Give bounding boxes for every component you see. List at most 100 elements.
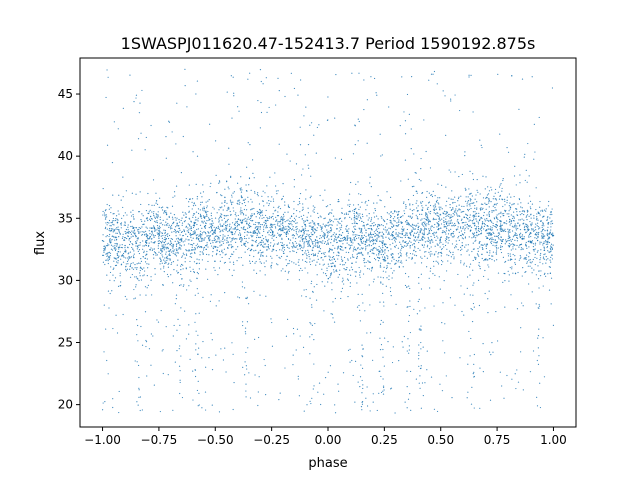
data-point — [511, 238, 514, 240]
data-point — [133, 288, 135, 291]
data-point — [115, 232, 117, 234]
data-point — [386, 265, 388, 267]
data-point — [256, 193, 258, 196]
data-point — [151, 204, 153, 206]
data-point — [281, 229, 283, 231]
data-point — [197, 228, 199, 230]
data-point — [287, 233, 289, 235]
data-point — [352, 153, 355, 155]
data-point — [279, 229, 282, 231]
data-point — [446, 200, 448, 202]
data-point — [428, 192, 430, 194]
data-point — [201, 196, 203, 198]
data-point — [209, 185, 211, 188]
data-point — [337, 221, 339, 223]
data-point — [414, 240, 417, 242]
data-point — [193, 271, 196, 274]
data-point — [194, 233, 196, 235]
data-point — [323, 263, 325, 265]
data-point — [132, 235, 134, 237]
data-point — [107, 243, 109, 245]
data-point — [170, 224, 173, 226]
data-point — [292, 327, 295, 330]
data-point — [462, 234, 464, 236]
data-point — [491, 211, 493, 213]
data-point — [352, 250, 354, 252]
data-point — [423, 217, 425, 220]
data-point — [213, 208, 215, 210]
data-point — [279, 228, 281, 230]
data-point — [297, 261, 299, 263]
data-point — [516, 240, 518, 242]
data-point — [340, 224, 343, 226]
data-point — [132, 262, 134, 264]
data-point — [410, 409, 412, 411]
data-point — [455, 208, 457, 210]
data-point — [200, 217, 203, 219]
data-point — [207, 217, 210, 219]
data-point — [136, 263, 138, 265]
data-point — [488, 197, 490, 200]
data-point — [253, 213, 255, 215]
data-point — [178, 284, 181, 287]
data-point — [524, 153, 526, 155]
data-point — [168, 253, 171, 255]
data-point — [193, 271, 195, 273]
data-point — [317, 246, 319, 248]
data-point — [193, 202, 195, 204]
data-point — [196, 247, 199, 249]
data-point — [537, 337, 539, 339]
data-point — [202, 222, 204, 224]
data-point — [319, 194, 321, 197]
data-point — [244, 374, 246, 376]
data-point — [124, 224, 126, 226]
data-point — [179, 241, 181, 244]
data-point — [116, 254, 118, 256]
data-point — [245, 245, 247, 247]
data-point — [394, 263, 396, 265]
data-point — [183, 244, 185, 246]
data-point — [504, 243, 506, 245]
data-point — [181, 256, 183, 258]
data-point — [530, 223, 532, 225]
data-point — [279, 235, 281, 238]
data-point — [510, 294, 512, 296]
data-point — [292, 226, 294, 228]
data-point — [520, 247, 523, 249]
data-point — [534, 226, 536, 228]
data-point — [461, 242, 463, 244]
data-point — [518, 233, 521, 236]
data-point — [247, 142, 249, 144]
data-point — [160, 252, 162, 255]
data-point — [146, 217, 148, 219]
data-point — [233, 238, 236, 240]
data-point — [155, 254, 157, 256]
data-point — [293, 250, 295, 252]
data-point — [356, 234, 358, 236]
data-point — [424, 255, 426, 257]
data-point — [483, 228, 485, 230]
data-point — [179, 392, 181, 395]
data-point — [137, 250, 139, 252]
data-point — [371, 268, 373, 270]
data-point — [470, 199, 472, 201]
data-point — [376, 239, 378, 241]
data-point — [305, 189, 307, 191]
data-point — [392, 253, 394, 255]
data-point — [526, 261, 529, 263]
data-point — [456, 210, 459, 212]
data-point — [151, 218, 153, 220]
data-point — [550, 223, 552, 225]
data-point — [504, 280, 506, 282]
data-point — [403, 212, 406, 215]
data-point — [194, 247, 196, 249]
data-point — [542, 210, 544, 212]
data-point — [421, 257, 423, 259]
data-point — [135, 284, 137, 286]
data-point — [489, 250, 491, 252]
data-point — [286, 153, 288, 155]
data-point — [240, 187, 242, 189]
data-point — [450, 220, 452, 222]
data-point — [192, 204, 195, 207]
data-point — [291, 261, 293, 263]
